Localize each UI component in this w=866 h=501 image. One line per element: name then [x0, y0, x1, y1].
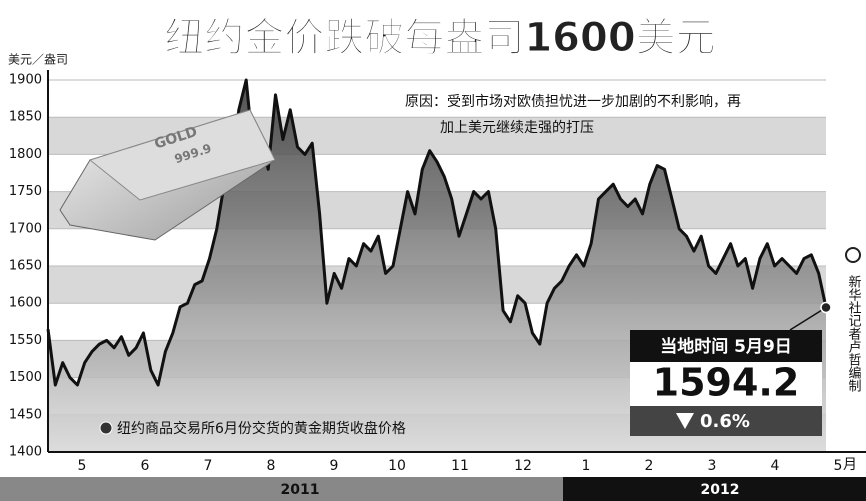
y-tick-label: 1750: [9, 184, 42, 199]
down-arrow: [676, 413, 694, 429]
y-axis-label: 美元／盎司: [8, 53, 68, 67]
y-tick-label: 1550: [9, 333, 42, 348]
x-tick-label: 10: [388, 458, 406, 474]
y-tick-label: 1400: [9, 445, 42, 460]
year-bar: [563, 477, 866, 501]
callout-change: 0.6%: [700, 411, 750, 432]
last-point: [820, 301, 832, 314]
x-tick-label: 12: [514, 458, 532, 474]
y-tick-label: 1600: [9, 296, 42, 311]
year-bar: [0, 477, 563, 501]
x-tick-label: 11: [451, 458, 469, 474]
x-tick-label: 8: [267, 458, 276, 474]
legend-label: 纽约商品交易所6月份交货的黄金期货收盘价格: [117, 420, 406, 437]
y-tick-label: 1850: [9, 110, 42, 125]
y-tick-label: 1900: [9, 73, 42, 88]
y-tick-label: 1800: [9, 147, 42, 162]
chart-title: 纽约金价跌破每盎司1600美元: [164, 15, 715, 61]
callout-leader: [789, 306, 827, 331]
x-tick-label: 4: [771, 458, 780, 474]
y-tick-label: 1700: [9, 221, 42, 236]
annotation: 原因：受到市场对欧债担忧进一步加剧的不利影响，再: [405, 93, 741, 110]
annotation: 加上美元继续走强的打压: [440, 119, 594, 136]
x-tick-label: 7: [204, 458, 213, 474]
gold-bar: GOLD 999.9: [59, 109, 276, 241]
year-label: 2011: [281, 482, 320, 498]
x-tick-label: 5: [78, 458, 87, 474]
y-tick-label: 1650: [9, 259, 42, 274]
line: [46, 78, 828, 387]
x-tick-label: 6: [141, 458, 150, 474]
x-unit: 月: [843, 457, 857, 473]
credit: 新华社记者卢哲编制: [846, 274, 862, 392]
x-tick-label: 2: [645, 458, 654, 474]
logo: [845, 247, 861, 263]
callout-change-box: [630, 406, 822, 436]
legend-marker: [99, 421, 113, 435]
x-tick-label: 9: [330, 458, 339, 474]
callout-value-box: [630, 362, 822, 406]
x-tick-label: 5: [834, 458, 843, 474]
y-tick-label: 1450: [9, 407, 42, 422]
callout-value: 1594.2: [653, 361, 800, 405]
x-tick-label: 3: [708, 458, 717, 474]
callout-date: 当地时间 5月9日: [660, 336, 792, 357]
gold-bar-top: [88, 109, 276, 201]
callout-date-box: [630, 330, 822, 362]
y-tick-label: 1500: [9, 370, 42, 385]
year-label: 2012: [701, 482, 740, 498]
x-tick-label: 1: [582, 458, 591, 474]
